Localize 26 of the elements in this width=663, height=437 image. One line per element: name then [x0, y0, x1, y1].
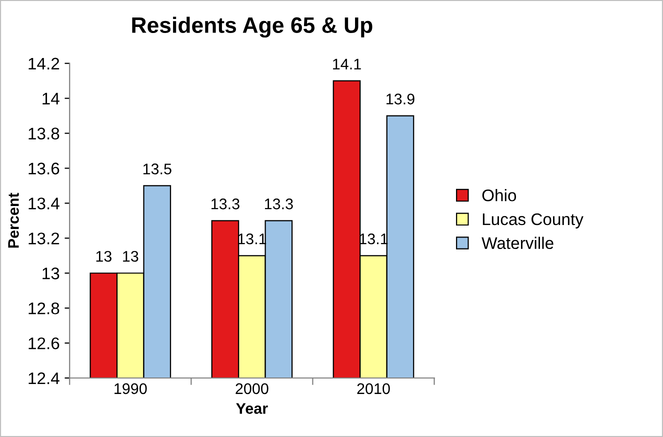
y-tick-label: 13.8 [28, 128, 60, 140]
y-tick-label: 14 [42, 92, 60, 104]
data-label: 13 [96, 250, 112, 262]
x-tick-label: 2000 [236, 383, 268, 394]
y-tick-label: 13.4 [28, 198, 60, 210]
y-tick-label: 13.2 [28, 232, 60, 244]
y-tick-label: 12.8 [28, 302, 60, 314]
x-axis-title: Year [236, 403, 268, 414]
data-label: 13.3 [212, 198, 240, 210]
data-label: 13.3 [264, 198, 293, 210]
y-axis-title: Percent [8, 192, 19, 248]
y-tick-label: 12.6 [28, 337, 60, 350]
chart-title: Residents Age 65 & Up [132, 16, 372, 38]
x-tick-label: 1990 [114, 383, 147, 394]
legend-label: Lucas County [482, 213, 584, 228]
y-tick-label: 13 [42, 268, 60, 280]
data-label: 14.1 [333, 58, 361, 70]
x-tick-label: 2010 [357, 383, 390, 394]
y-tick-label: 13.6 [28, 162, 60, 174]
legend-label: Ohio [482, 189, 516, 202]
legend-label: Waterville [482, 236, 554, 250]
y-tick-label: 14.2 [28, 58, 60, 70]
data-label: 13.5 [143, 164, 172, 174]
data-label: 13.9 [386, 94, 414, 104]
data-label: 13 [123, 250, 138, 262]
y-tick-label: 12.4 [28, 372, 60, 384]
